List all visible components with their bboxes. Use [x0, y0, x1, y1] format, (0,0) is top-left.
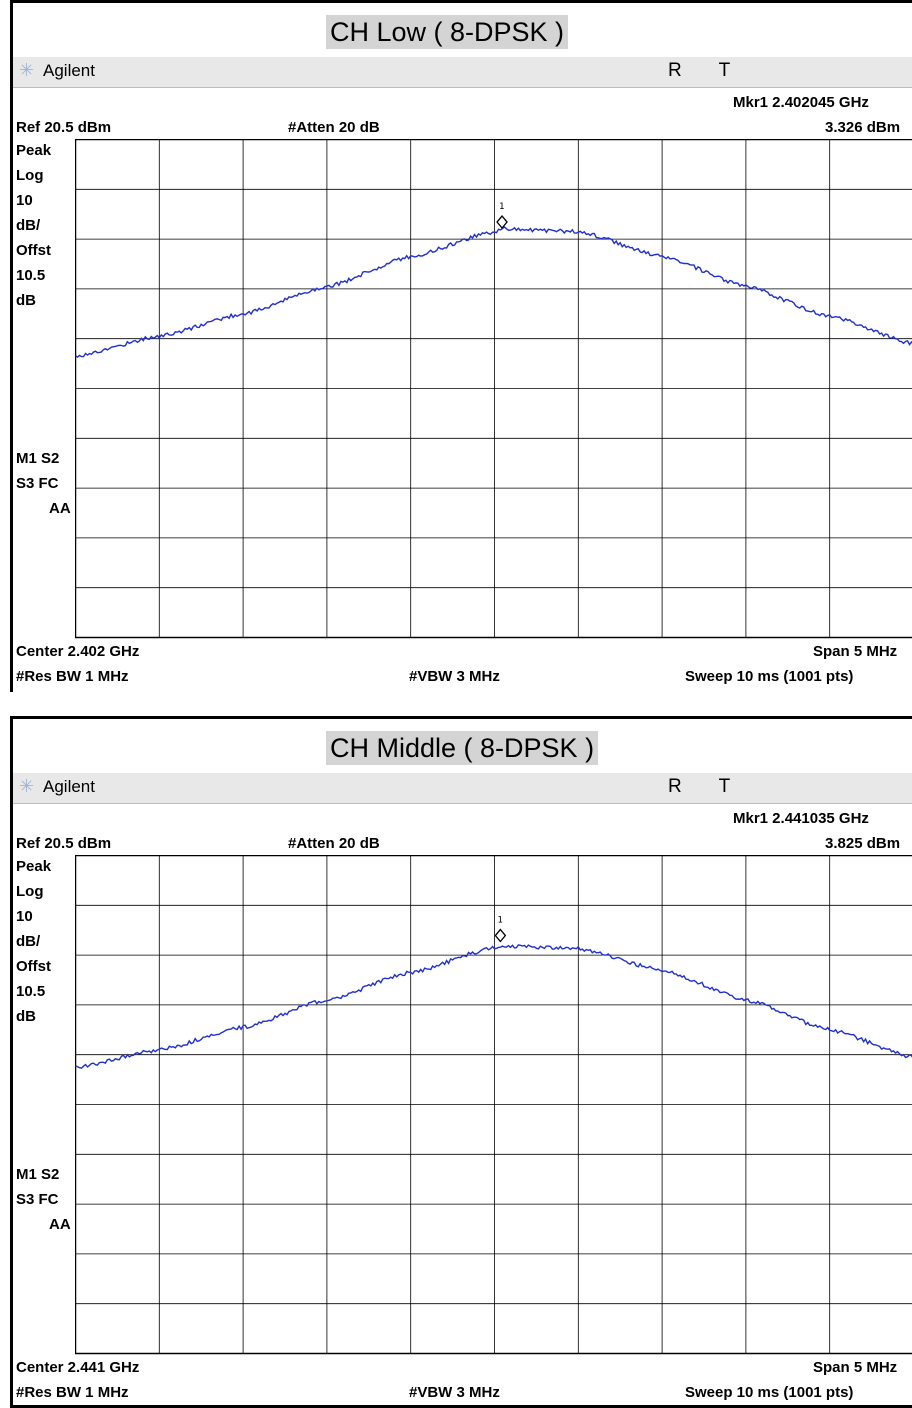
scale-label: dB [16, 1008, 36, 1025]
scale-label: Offst [16, 958, 51, 975]
attenuation-label: #Atten 20 dB [288, 835, 380, 852]
scale-label: Log [16, 167, 44, 184]
span-label: Span 5 MHz [813, 1359, 898, 1376]
scale-label: 10 [16, 908, 33, 925]
span-label: Span 5 MHz [813, 643, 898, 660]
reference-level-label: Ref 20.5 dBm [16, 119, 112, 136]
scale-label: 10.5 [16, 267, 46, 284]
scale-label: Peak [16, 142, 52, 159]
trace-line [75, 944, 912, 1069]
mode-label: M1 S2 [16, 1166, 60, 1183]
analyzer-panel: CH Low ( 8-DPSK ) ✳ Agilent R T Mkr1 2.40204… [10, 0, 912, 692]
sweep-label: Sweep 10 ms (1001 pts) [685, 668, 854, 685]
mode-label: M1 S2 [16, 450, 60, 467]
resolution-bandwidth-label: #Res BW 1 MHz [16, 1384, 129, 1401]
scale-label: 10.5 [16, 983, 46, 1000]
marker-diamond-icon [496, 215, 508, 230]
panel-caption: CH Low ( 8-DPSK ) [326, 15, 569, 49]
analyzer-header-bar: ✳ Agilent R T [13, 773, 912, 804]
marker-amplitude-readout: 3.825 dBm [825, 835, 901, 852]
mode-label: S3 FC [16, 475, 59, 492]
agilent-logo-icon: ✳ [19, 776, 35, 796]
mode-label: AA [49, 1216, 71, 1233]
analyzer-panel: CH Middle ( 8-DPSK ) ✳ Agilent R T Mkr1 2.44… [10, 716, 912, 1408]
scale-label: Peak [16, 858, 52, 875]
resolution-bandwidth-label: #Res BW 1 MHz [16, 668, 129, 685]
status-indicator: R T [668, 60, 747, 81]
trace-line [75, 226, 912, 359]
video-bandwidth-label: #VBW 3 MHz [409, 668, 500, 685]
spectrum-plot: 1 [75, 855, 912, 1355]
mode-label: S3 FC [16, 1191, 59, 1208]
scale-label: Offst [16, 242, 51, 259]
spectrum-plot: 1 [75, 139, 912, 639]
reference-level-label: Ref 20.5 dBm [16, 835, 112, 852]
scale-label: 10 [16, 192, 33, 209]
analyzer-header-bar: ✳ Agilent R T [13, 57, 912, 88]
marker-frequency-readout: Mkr1 2.402045 GHz [733, 94, 869, 111]
marker-number-label: 1 [497, 916, 502, 926]
scale-label: dB [16, 292, 36, 309]
center-frequency-label: Center 2.441 GHz [16, 1359, 140, 1376]
marker-diamond-icon [494, 928, 507, 943]
attenuation-label: #Atten 20 dB [288, 119, 380, 136]
panel-caption: CH Middle ( 8-DPSK ) [326, 731, 599, 765]
video-bandwidth-label: #VBW 3 MHz [409, 1384, 500, 1401]
sweep-label: Sweep 10 ms (1001 pts) [685, 1384, 854, 1401]
center-frequency-label: Center 2.402 GHz [16, 643, 140, 660]
scale-label: Log [16, 883, 44, 900]
agilent-logo-icon: ✳ [19, 60, 35, 80]
brand-label: Agilent [43, 61, 95, 80]
status-indicator: R T [668, 776, 747, 797]
mode-label: AA [49, 500, 71, 517]
scale-label: dB/ [16, 217, 41, 234]
marker-number-label: 1 [499, 202, 504, 212]
brand-label: Agilent [43, 777, 95, 796]
marker-amplitude-readout: 3.326 dBm [825, 119, 901, 136]
marker-frequency-readout: Mkr1 2.441035 GHz [733, 810, 869, 827]
scale-label: dB/ [16, 933, 41, 950]
